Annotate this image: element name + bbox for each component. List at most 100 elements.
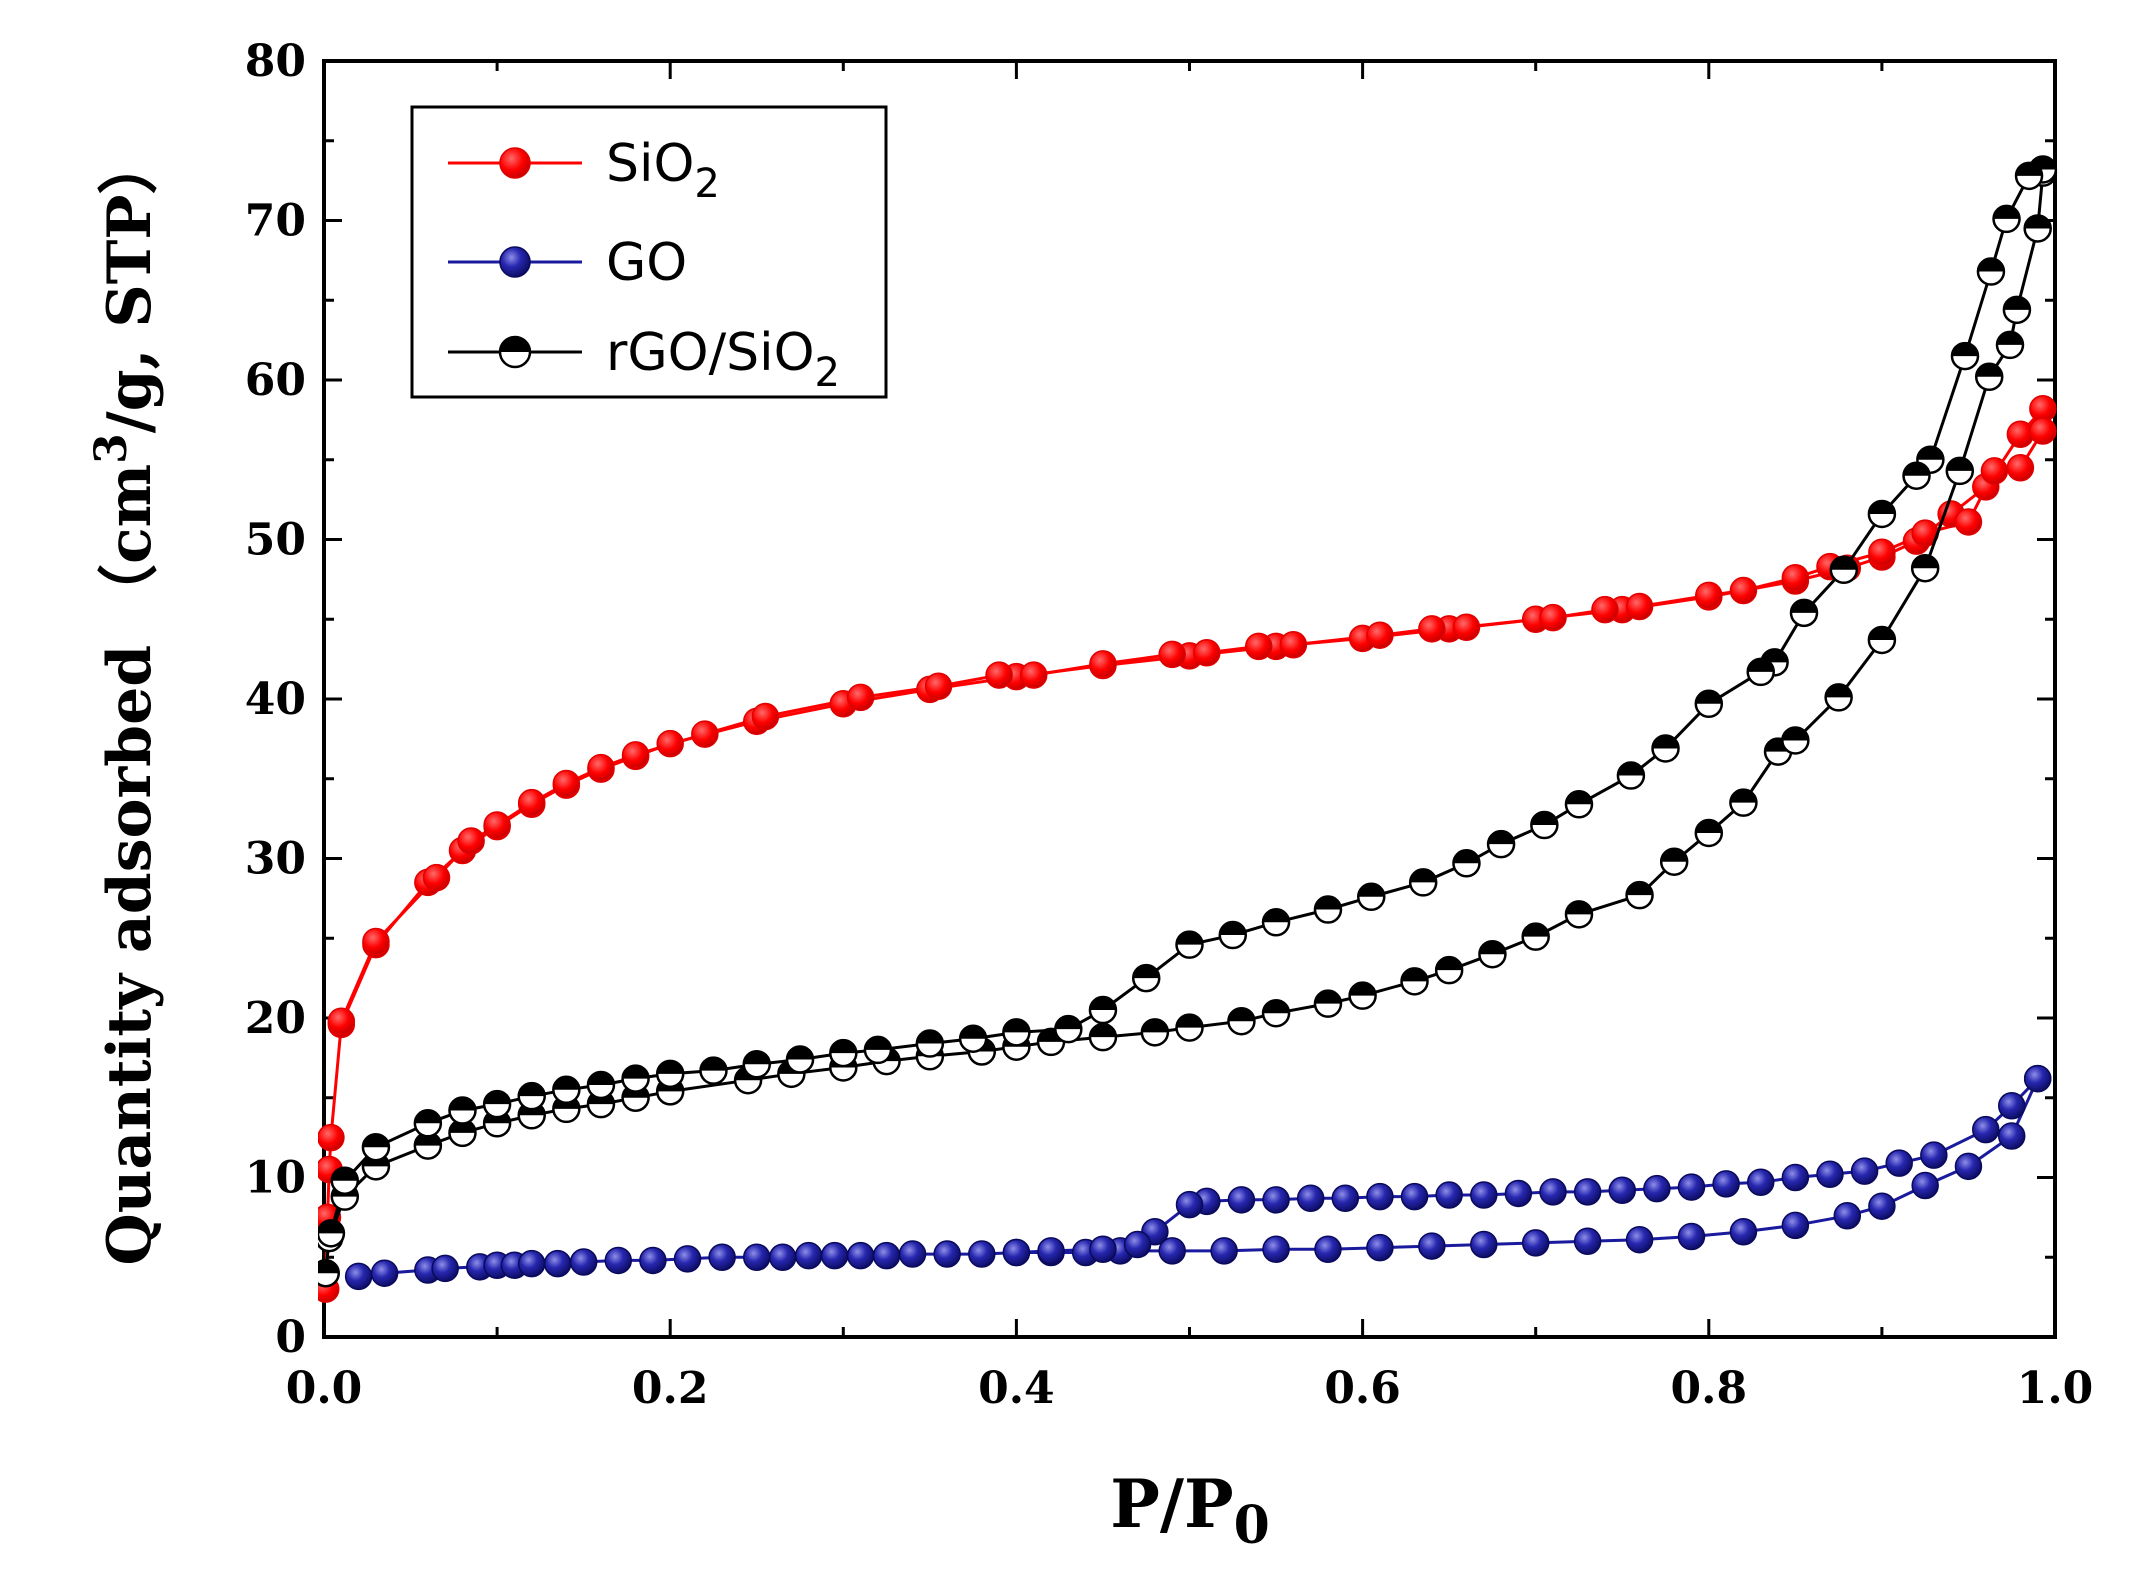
data-point <box>1054 1014 1083 1044</box>
data-point <box>1976 257 2006 286</box>
data-point <box>1478 939 1507 969</box>
data-point <box>1911 1171 1939 1200</box>
data-point <box>1972 1115 2000 1144</box>
data-point <box>673 1245 702 1273</box>
x-tick-label: 1.0 <box>2017 1363 2094 1414</box>
data-point <box>1470 1230 1498 1259</box>
data-point <box>482 1089 512 1119</box>
data-point <box>2028 155 2058 184</box>
data-point <box>1781 726 1810 755</box>
data-point <box>924 672 953 700</box>
data-point <box>1418 1232 1446 1260</box>
data-point <box>1954 508 1983 536</box>
data-point <box>1486 829 1516 859</box>
data-point <box>1868 538 1896 567</box>
data-point <box>656 729 684 758</box>
data-point <box>1659 847 1689 876</box>
data-point <box>1366 1233 1394 1262</box>
series-layer <box>318 155 2058 1303</box>
data-point <box>1158 640 1186 669</box>
x-tick-label: 0.0 <box>286 1363 363 1414</box>
data-point <box>422 863 451 892</box>
legend-label: SiO2 <box>606 134 720 207</box>
legend-marker <box>499 147 531 179</box>
data-point <box>318 1219 346 1248</box>
data-point <box>1504 1179 1533 1208</box>
x-tick-label: 0.8 <box>1671 1363 1748 1414</box>
y-tick-label: 50 <box>245 515 306 566</box>
data-point <box>1089 1235 1117 1264</box>
data-point <box>1539 603 1567 632</box>
data-point <box>1781 1211 1810 1240</box>
data-point <box>621 741 650 769</box>
x-axis: 0.0 0.2 0.4 0.6 0.8 1.0 <box>286 61 2094 1414</box>
data-point <box>1434 955 1464 985</box>
data-point <box>330 1166 360 1195</box>
y-tick-label: 0 <box>275 1312 306 1363</box>
data-point <box>1218 920 1248 950</box>
data-point <box>1037 1237 1065 1265</box>
data-point <box>1954 1152 1983 1181</box>
data-point <box>1227 1186 1256 1214</box>
data-point <box>933 1240 961 1268</box>
data-point <box>1625 880 1654 910</box>
data-point <box>708 1243 736 1271</box>
data-point <box>846 1241 875 1270</box>
y-axis-title: Quantity adsorbed （cm3/g, STP） <box>86 135 165 1266</box>
data-point <box>1400 1182 1429 1211</box>
data-point <box>1175 930 1204 959</box>
y-tick-label: 30 <box>245 834 306 885</box>
data-point <box>1910 553 1940 583</box>
legend-entry: SiO2 <box>448 134 720 207</box>
data-point <box>1677 1222 1706 1251</box>
data-point <box>846 683 875 712</box>
data-point <box>1781 564 1810 592</box>
data-point <box>1625 592 1654 621</box>
data-point <box>898 1240 927 1268</box>
data-point <box>1019 661 1048 689</box>
data-point <box>1279 631 1308 659</box>
data-point <box>586 1070 616 1100</box>
data-point <box>1995 330 2025 360</box>
data-point <box>1643 1174 1671 1203</box>
data-point <box>1729 1217 1758 1246</box>
data-point <box>1296 1184 1325 1212</box>
data-point <box>1651 734 1680 763</box>
legend-marker <box>498 335 532 369</box>
data-point <box>1729 788 1758 817</box>
data-point <box>1677 1173 1706 1201</box>
data-point <box>1712 1170 1740 1198</box>
data-point <box>1824 683 1853 712</box>
data-point <box>1850 1157 1879 1185</box>
data-point <box>1997 1091 2026 1120</box>
data-point <box>1470 1181 1498 1209</box>
data-point <box>742 1050 771 1079</box>
data-point <box>1694 689 1724 719</box>
series-line-desorption <box>1016 1077 2039 1254</box>
data-point <box>1261 908 1291 937</box>
data-point <box>1616 761 1646 790</box>
data-point <box>1175 1190 1204 1219</box>
data-point <box>431 1254 459 1283</box>
data-point <box>1227 1006 1256 1036</box>
x-tick-label: 0.2 <box>632 1363 709 1414</box>
data-point <box>483 811 511 839</box>
series-rgosio2 <box>318 155 2058 1288</box>
y-axis: 0 10 20 30 40 50 60 70 80 <box>245 36 2055 1363</box>
data-point <box>1244 632 1273 661</box>
data-point <box>1314 1235 1342 1264</box>
data-point <box>691 720 719 748</box>
data-point <box>1920 1141 1948 1169</box>
data-point <box>1348 981 1377 1010</box>
data-point <box>2014 161 2044 191</box>
data-point <box>1193 638 1221 667</box>
x-axis-title: P/P0 <box>1110 1465 1270 1556</box>
data-point <box>1262 1186 1290 1214</box>
data-point <box>1902 461 1931 490</box>
data-point <box>1829 555 1859 585</box>
legend-label: rGO/SiO2 <box>606 323 840 396</box>
data-point <box>1833 1202 1862 1230</box>
data-point <box>1313 895 1343 924</box>
data-point <box>1418 615 1446 643</box>
